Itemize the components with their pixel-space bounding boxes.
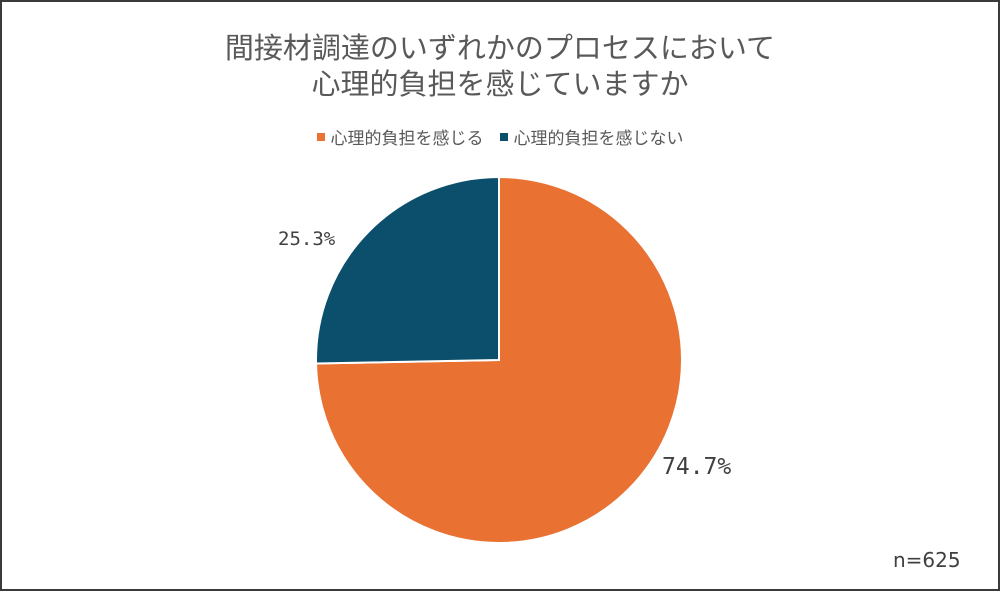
legend-swatch-orange	[316, 132, 325, 141]
legend-label: 心理的負担を感じる	[330, 129, 484, 149]
pie-slice-no-burden	[315, 175, 500, 365]
legend-swatch-blue	[499, 132, 508, 141]
legend-item-feel-burden: 心理的負担を感じる	[316, 124, 484, 149]
chart-title-line1: 間接材調達のいずれかのプロセスにおいて	[224, 31, 776, 65]
data-label-feel-burden: 74.7%	[662, 454, 732, 480]
legend: 心理的負担を感じる 心理的負担を感じない	[0, 124, 1000, 149]
chart-title-line2: 心理的負担を感じていますか	[311, 67, 689, 101]
data-label-no-burden: 25.3%	[278, 228, 336, 250]
legend-item-no-burden: 心理的負担を感じない	[499, 124, 684, 149]
sample-size-label: n=625	[893, 548, 961, 572]
legend-label: 心理的負担を感じない	[513, 129, 684, 149]
